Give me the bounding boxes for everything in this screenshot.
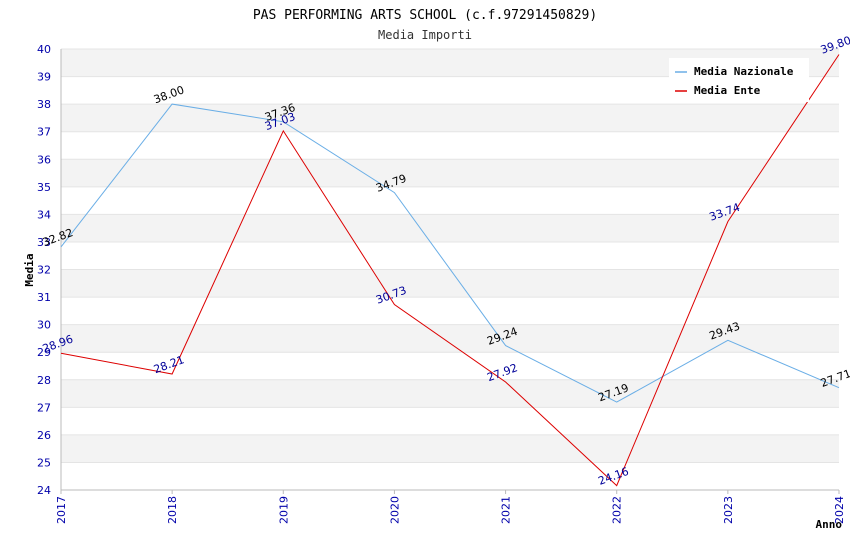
x-tick-label: 2020 [388,496,401,524]
y-axis-label: Media [23,253,36,286]
grid-band [61,159,839,187]
y-tick-label: 37 [37,126,51,139]
y-tick-label: 33 [37,236,51,249]
y-tick-label: 24 [37,484,51,497]
grid-band [61,269,839,298]
y-tick-label: 30 [37,319,51,332]
legend: Media Nazionale Media Ente [669,58,809,102]
axes [60,49,839,491]
legend-label-media-nazionale: Media Nazionale [694,65,794,78]
y-tick-label: 40 [37,43,51,56]
series-lines [60,54,840,487]
x-tick-label: 2024 [833,496,846,524]
x-tick-label: 2022 [611,496,624,524]
series-line-media-nazionale [60,103,840,403]
legend-label-media-ente: Media Ente [694,84,761,97]
y-tick-label: 34 [37,208,51,221]
grid-band [61,297,839,325]
x-tick-label: 2023 [722,496,735,524]
grid-band [61,434,839,463]
grid-band [61,241,839,270]
grid-band [61,407,839,435]
grid-band [61,131,839,160]
grid-band [61,324,839,353]
y-tick-label: 29 [37,346,51,359]
x-axis-label: Anno [816,518,843,531]
grid-band [61,352,839,380]
grid-bands [61,48,839,491]
grid-band [61,214,839,242]
y-tick-label: 28 [37,374,51,387]
legend-box [669,58,809,102]
y-tick-label: 25 [37,456,51,469]
x-tick-label: 2019 [277,496,290,524]
y-tick-label: 31 [37,291,51,304]
y-tick-label: 32 [37,264,51,277]
x-tick-label: 2017 [55,496,68,524]
grid-band [61,186,839,215]
y-tick-label: 35 [37,181,51,194]
grid-band [61,462,839,490]
x-axis-ticks: 2017 2018 2019 2020 2021 2022 2023 2024 [55,490,846,524]
series-line-media-ente [60,54,840,487]
chart-subtitle: Media Importi [378,28,472,42]
grid-band [61,379,839,408]
y-tick-label: 26 [37,429,51,442]
y-tick-label: 38 [37,98,51,111]
y-tick-label: 39 [37,71,51,84]
y-tick-label: 36 [37,153,51,166]
grid-band [61,104,839,132]
x-tick-label: 2021 [500,496,513,524]
y-tick-label: 27 [37,401,51,414]
chart-title: PAS PERFORMING ARTS SCHOOL (c.f.97291450… [253,8,597,23]
x-tick-label: 2018 [166,496,179,524]
y-axis-ticks: 24 25 26 27 28 29 30 31 32 33 34 35 36 37 38 39 40 [37,43,51,497]
